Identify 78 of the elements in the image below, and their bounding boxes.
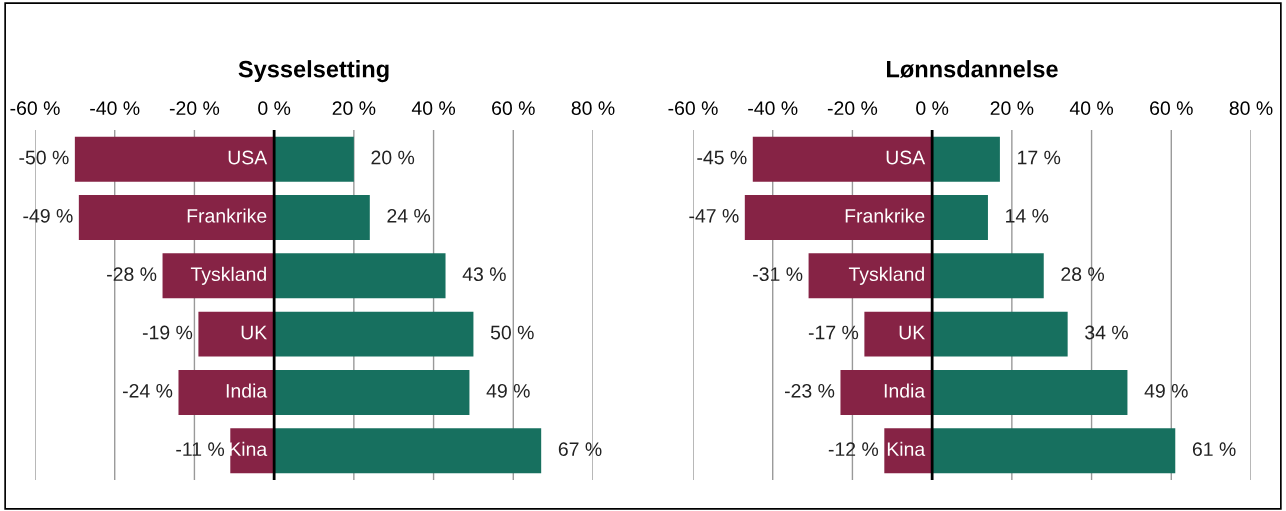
data-label: -12 % <box>828 442 879 456</box>
bar <box>198 311 275 357</box>
bar <box>932 311 1068 357</box>
bar <box>884 428 933 474</box>
y-tick-label: Tyskland <box>848 266 924 285</box>
bar <box>230 428 275 474</box>
data-label: -17 % <box>808 325 859 340</box>
data-label: 43 % <box>462 267 506 282</box>
y-tick-label: Frankrike <box>187 208 267 223</box>
bar <box>932 370 1128 415</box>
bar <box>162 253 275 299</box>
chart-title: Lønnsdannelse <box>887 60 1058 78</box>
x-tick-label: -40 % <box>748 101 798 116</box>
bar <box>178 370 275 415</box>
data-label: -47 % <box>689 209 739 223</box>
bar <box>274 195 370 240</box>
data-label: -19 % <box>142 325 193 340</box>
x-tick-label: -20 % <box>827 101 878 116</box>
bar <box>840 370 933 415</box>
data-label: 49 % <box>1144 383 1188 398</box>
y-tick-label: Kina <box>229 441 268 457</box>
data-label: 67 % <box>558 442 602 457</box>
bar <box>274 311 474 357</box>
x-tick-label: 0 % <box>916 101 949 116</box>
bar <box>274 136 354 182</box>
bar <box>864 311 933 357</box>
x-tick-label: 40 % <box>1069 101 1114 116</box>
bar <box>932 253 1044 299</box>
x-tick-label: 60 % <box>492 101 535 116</box>
x-tick-label: -20 % <box>169 101 220 116</box>
bar <box>808 253 933 299</box>
data-label: 34 % <box>1085 325 1128 340</box>
data-label: -49 % <box>23 208 73 223</box>
data-label: 61 % <box>1192 442 1236 457</box>
y-tick-label: India <box>884 383 926 398</box>
data-label: 17 % <box>1018 150 1061 165</box>
bar <box>274 428 542 474</box>
x-tick-label: 40 % <box>411 101 456 116</box>
x-tick-label: 20 % <box>990 101 1034 116</box>
data-label: -50 % <box>19 150 69 165</box>
x-tick-label: 80 % <box>1229 101 1273 116</box>
bar <box>74 136 275 182</box>
data-label: 28 % <box>1061 267 1105 282</box>
data-label: 49 % <box>486 383 530 398</box>
x-tick-label: 0 % <box>258 101 291 116</box>
y-tick-label: UK <box>241 325 267 340</box>
data-label: -45 % <box>697 150 747 165</box>
bar <box>932 195 988 240</box>
y-tick-label: India <box>226 383 268 398</box>
y-tick-label: Tyskland <box>190 266 266 285</box>
data-label: 20 % <box>371 150 415 165</box>
bar <box>274 253 446 299</box>
x-tick-label: 20 % <box>332 101 376 116</box>
bar <box>932 136 1000 182</box>
bar <box>752 136 933 182</box>
bar <box>78 195 275 240</box>
data-label: -23 % <box>784 383 835 398</box>
data-label: -11 % <box>176 442 225 456</box>
y-tick-label: USA <box>886 150 926 165</box>
y-tick-label: Frankrike <box>845 208 925 223</box>
x-tick-label: -40 % <box>90 101 140 116</box>
x-tick-label: -60 % <box>668 101 718 116</box>
data-label: -31 % <box>753 267 803 282</box>
data-label: 50 % <box>490 325 534 340</box>
data-label: -24 % <box>123 383 173 398</box>
chart-title: Sysselsetting <box>238 60 389 83</box>
data-label: -28 % <box>107 267 157 282</box>
y-tick-label: UK <box>899 325 925 340</box>
bar <box>274 370 470 415</box>
y-tick-label: USA <box>228 150 268 165</box>
x-tick-label: 80 % <box>571 101 615 116</box>
data-label: 14 % <box>1006 209 1049 223</box>
data-label: 24 % <box>387 208 431 223</box>
x-tick-label: -60 % <box>10 101 60 116</box>
x-tick-label: 60 % <box>1150 101 1193 116</box>
bar <box>932 428 1176 474</box>
y-tick-label: Kina <box>887 441 926 457</box>
bar <box>744 195 933 240</box>
